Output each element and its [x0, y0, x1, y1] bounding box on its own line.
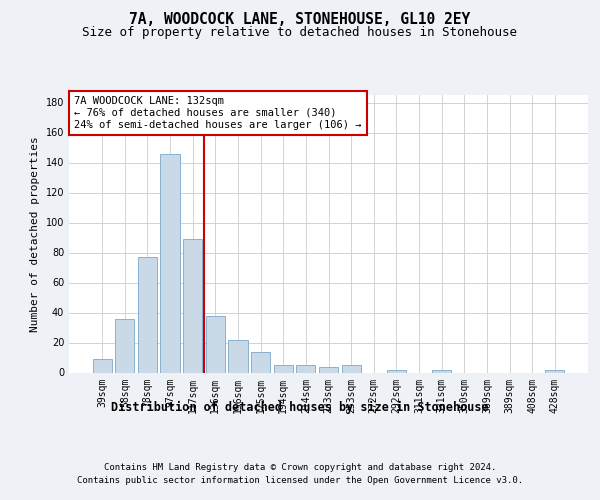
Bar: [432, 370, 451, 372]
Text: Size of property relative to detached houses in Stonehouse: Size of property relative to detached ho…: [83, 26, 517, 39]
Bar: [160, 154, 180, 372]
Y-axis label: Number of detached properties: Number of detached properties: [30, 136, 40, 332]
Bar: [296, 365, 316, 372]
Text: 7A, WOODCOCK LANE, STONEHOUSE, GL10 2EY: 7A, WOODCOCK LANE, STONEHOUSE, GL10 2EY: [130, 12, 470, 28]
Bar: [274, 365, 293, 372]
Bar: [206, 316, 225, 372]
Bar: [229, 340, 248, 372]
Bar: [183, 239, 202, 372]
Text: Distribution of detached houses by size in Stonehouse: Distribution of detached houses by size …: [111, 401, 489, 414]
Bar: [319, 366, 338, 372]
Text: Contains HM Land Registry data © Crown copyright and database right 2024.: Contains HM Land Registry data © Crown c…: [104, 462, 496, 471]
Bar: [341, 365, 361, 372]
Bar: [545, 370, 565, 372]
Text: 7A WOODCOCK LANE: 132sqm
← 76% of detached houses are smaller (340)
24% of semi-: 7A WOODCOCK LANE: 132sqm ← 76% of detach…: [74, 96, 362, 130]
Bar: [115, 318, 134, 372]
Bar: [387, 370, 406, 372]
Bar: [251, 352, 270, 372]
Bar: [138, 257, 157, 372]
Bar: [92, 359, 112, 372]
Text: Contains public sector information licensed under the Open Government Licence v3: Contains public sector information licen…: [77, 476, 523, 485]
